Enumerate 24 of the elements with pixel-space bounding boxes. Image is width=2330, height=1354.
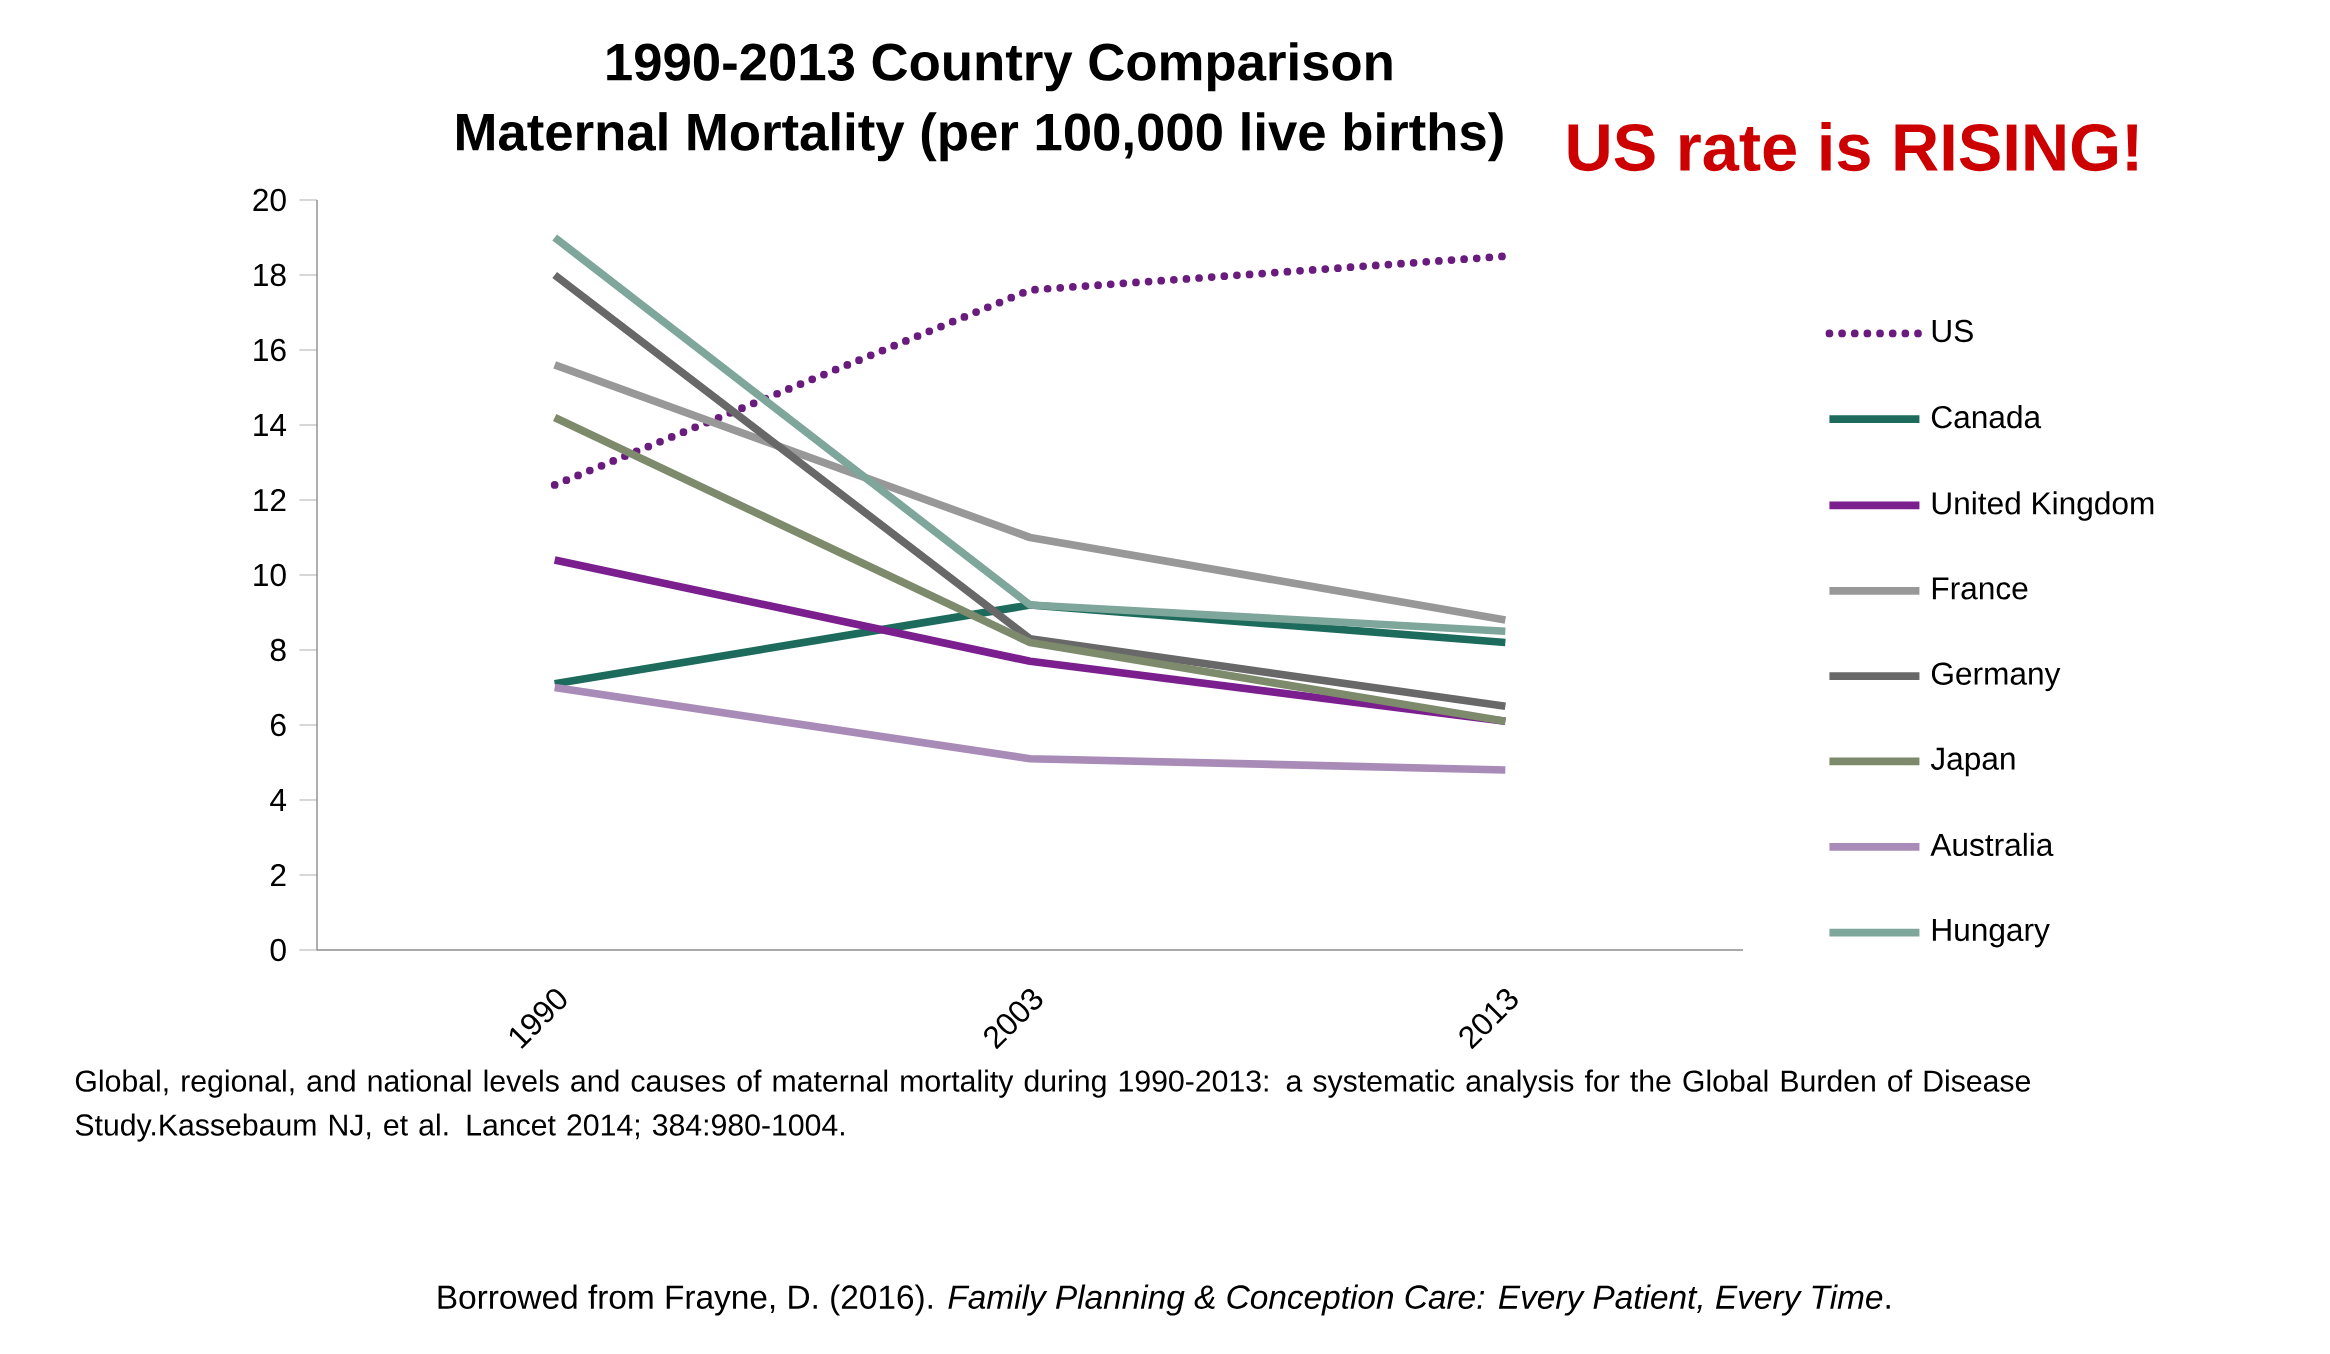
legend-label: Hungary (1932, 919, 2050, 948)
legend-label: France (1932, 577, 2028, 600)
y-tick-label: 8 (270, 638, 286, 662)
legend-label: Canada (1931, 405, 2042, 429)
legend-label: Germany (1931, 662, 2061, 692)
legend-label: Australia (1930, 832, 2054, 857)
legend-label: United Kingdom (1932, 491, 2154, 521)
chart-subtitle: Maternal Mortality (per 100,000 live births) (457, 112, 1503, 162)
y-tick-label: 2 (271, 863, 286, 887)
chart-title: 1990-2013 Country Comparison (607, 42, 1392, 92)
text: US rate is RISING! (1568, 122, 2137, 172)
y-tick-label: 6 (271, 713, 286, 737)
y-tick-label: 12 (254, 488, 286, 512)
legend-label: Japan (1930, 747, 2015, 777)
y-tick-label: 20 (253, 188, 286, 212)
text: Global, regional, and national levels and causes of maternal mortality during 1990-2013: a systematic analysis for the Global Burden of Disease Study.Kassebaum NJ, et al. Lancet 2014; 384:980-1004. (75, 1069, 2030, 1142)
y-tick-label: 14 (254, 414, 287, 436)
y-tick-label: 18 (254, 263, 286, 287)
text: Borrowed from Frayne, D. (2016). Family Planning & Conception Care: Every Patient, Every Time. (438, 1284, 1890, 1316)
legend-label: US (1932, 319, 1973, 343)
y-tick-label: 16 (254, 338, 286, 362)
y-tick-label: 4 (270, 789, 287, 811)
y-tick-label: 0 (270, 938, 286, 962)
y-tick-label: 10 (254, 563, 286, 587)
